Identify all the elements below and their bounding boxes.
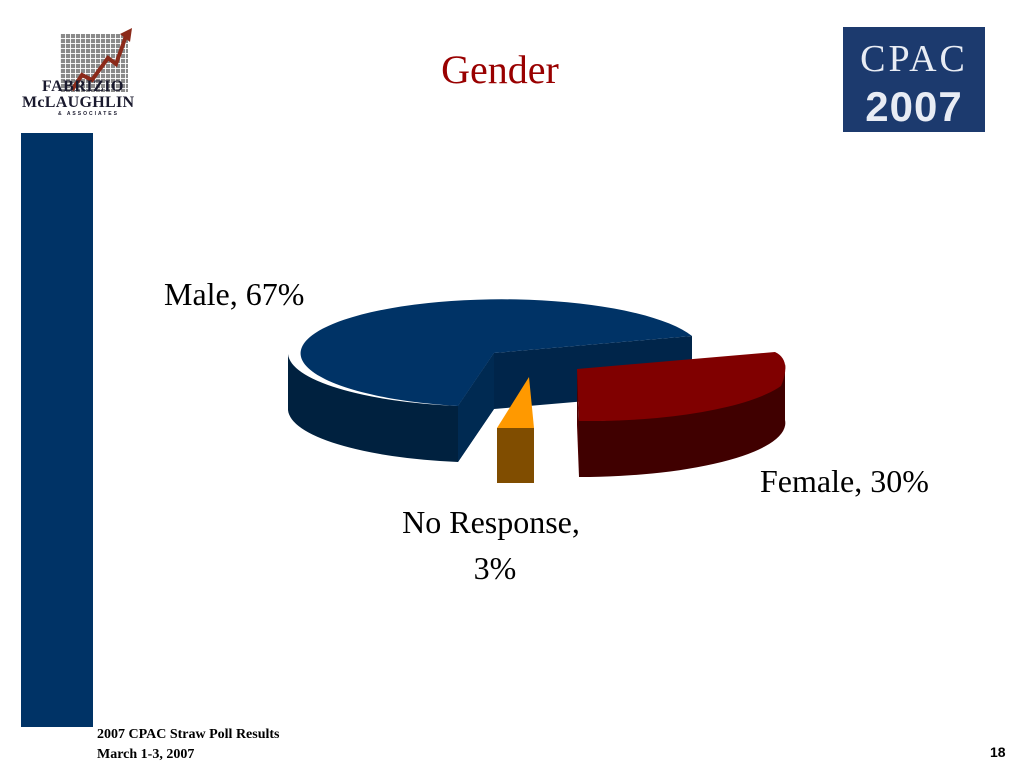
pie-slice-male-side bbox=[288, 353, 494, 462]
logo-text-mclaughlin: McLAUGHLIN bbox=[22, 94, 135, 111]
page-number: 18 bbox=[990, 744, 1006, 760]
slide-title-text: Gender bbox=[441, 47, 559, 92]
pie-slice-male-inner-face bbox=[458, 353, 494, 462]
logo-text-cpac: CPAC bbox=[860, 38, 968, 80]
pie-slice-female-cut-face bbox=[577, 369, 579, 477]
pie-slice-no-response-side bbox=[497, 428, 534, 483]
label-no-response-line1: No Response, bbox=[402, 504, 580, 540]
pie-slice-female-side bbox=[579, 364, 786, 478]
logo-text-fabrizio: FABRIZIO bbox=[42, 78, 124, 95]
label-male: Male, 67% bbox=[164, 276, 304, 312]
logo-text-associates: & ASSOCIATES bbox=[58, 111, 119, 117]
slide-title: Gender bbox=[0, 46, 1000, 93]
label-female: Female, 30% bbox=[760, 463, 929, 499]
pie-slice-male bbox=[300, 299, 692, 406]
pie-slice-no-response bbox=[497, 377, 534, 428]
sidebar-bar bbox=[21, 133, 93, 727]
fabrizio-mclaughlin-logo: FABRIZIO McLAUGHLIN & ASSOCIATES bbox=[20, 20, 155, 120]
label-no-response-line2: 3% bbox=[474, 550, 517, 586]
footer-report-title: 2007 CPAC Straw Poll Results bbox=[97, 727, 280, 742]
footer-date: March 1-3, 2007 bbox=[97, 747, 195, 762]
cpac-2007-logo: CPAC 2007 bbox=[843, 27, 985, 132]
logo-arrow-icon bbox=[70, 28, 132, 92]
label-no-response: No Response, 3% bbox=[402, 504, 588, 586]
pie-slice-female bbox=[577, 352, 786, 422]
logo-text-2007: 2007 bbox=[865, 83, 963, 130]
